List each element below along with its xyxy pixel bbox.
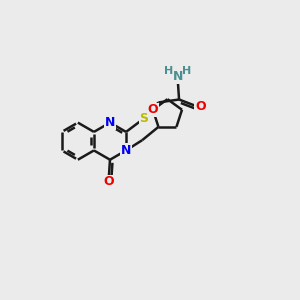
Text: O: O — [195, 100, 206, 113]
Text: N: N — [105, 116, 115, 129]
Text: O: O — [148, 103, 158, 116]
Text: S: S — [139, 112, 148, 125]
Text: N: N — [172, 70, 183, 83]
Text: H: H — [164, 66, 173, 76]
Text: H: H — [182, 66, 192, 76]
Text: O: O — [103, 175, 114, 188]
Text: N: N — [121, 144, 131, 157]
